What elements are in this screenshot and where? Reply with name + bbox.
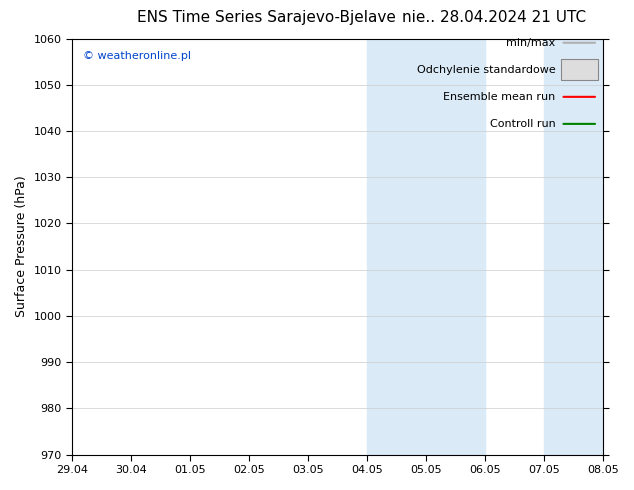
Text: Controll run: Controll run (489, 119, 555, 129)
Text: min/max: min/max (506, 38, 555, 48)
Text: nie.. 28.04.2024 21 UTC: nie.. 28.04.2024 21 UTC (403, 10, 586, 25)
Y-axis label: Surface Pressure (hPa): Surface Pressure (hPa) (15, 176, 28, 318)
Text: © weatheronline.pl: © weatheronline.pl (82, 51, 191, 61)
Text: Ensemble mean run: Ensemble mean run (443, 92, 555, 102)
Text: Odchylenie standardowe: Odchylenie standardowe (417, 65, 555, 75)
Bar (544, 39, 603, 455)
FancyBboxPatch shape (560, 59, 598, 80)
Bar (367, 39, 485, 455)
Text: ENS Time Series Sarajevo-Bjelave: ENS Time Series Sarajevo-Bjelave (137, 10, 396, 25)
